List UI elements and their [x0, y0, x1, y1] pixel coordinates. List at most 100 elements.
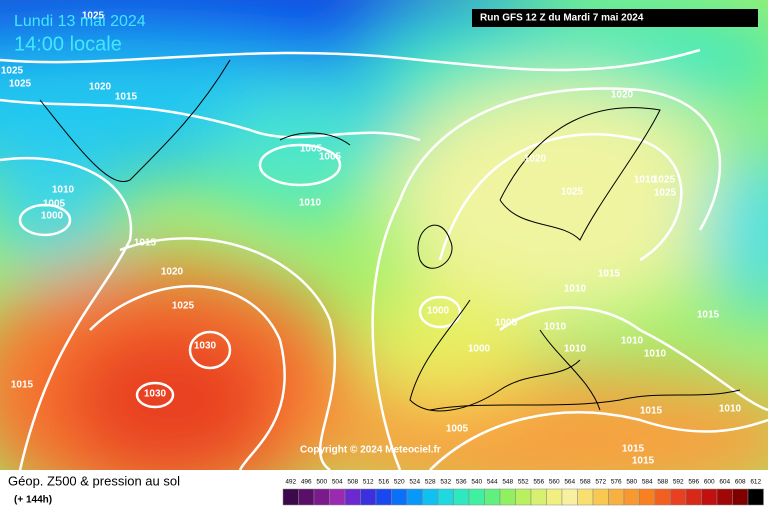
- isobar-label: 1025: [654, 188, 677, 199]
- scale-label: 572: [595, 479, 606, 486]
- scale-label: 528: [425, 479, 436, 486]
- isobar-label: 1015: [115, 92, 138, 103]
- scale-label: 556: [533, 479, 544, 486]
- scale-label: 492: [285, 479, 296, 486]
- isobar-label: 1030: [194, 341, 217, 352]
- isobar-label: 1000: [427, 306, 450, 317]
- legend-title: Géop. Z500 & pression au sol: [8, 473, 180, 488]
- scale-swatch: [623, 488, 640, 506]
- isobar-label: 1025: [653, 175, 676, 186]
- scale-swatch: [685, 488, 702, 506]
- isobar-label: 1010: [564, 284, 587, 295]
- isobar-label: 1005: [319, 152, 342, 163]
- isobar-label: 1005: [300, 144, 323, 155]
- scale-label: 560: [549, 479, 560, 486]
- scale-label: 532: [440, 479, 451, 486]
- scale-swatch: [716, 488, 733, 506]
- isobar-label: 1020: [611, 90, 634, 101]
- scale-label: 568: [580, 479, 591, 486]
- scale-swatch: [406, 488, 423, 506]
- scale-swatch: [577, 488, 594, 506]
- scale-swatch: [530, 488, 547, 506]
- scale-swatch: [639, 488, 656, 506]
- isobar-label: 1015: [632, 456, 655, 467]
- isobar-label: 1025: [9, 79, 32, 90]
- scale-label: 580: [626, 479, 637, 486]
- scale-label: 584: [642, 479, 653, 486]
- scale-label: 540: [471, 479, 482, 486]
- isobar-label: 1020: [524, 154, 547, 165]
- scale-swatch: [747, 488, 764, 506]
- scale-swatch: [546, 488, 563, 506]
- scale-swatch: [437, 488, 454, 506]
- scale-swatch: [484, 488, 501, 506]
- isobar-label: 1025: [1, 66, 24, 77]
- scale-swatch: [561, 488, 578, 506]
- scale-label: 600: [704, 479, 715, 486]
- scale-label: 612: [750, 479, 761, 486]
- isobar-label: 1000: [41, 211, 64, 222]
- scale-label: 552: [518, 479, 529, 486]
- scale-label: 564: [564, 479, 575, 486]
- scale-label: 516: [378, 479, 389, 486]
- scale-swatch: [422, 488, 439, 506]
- run-info: Run GFS 12 Z du Mardi 7 mai 2024: [480, 13, 644, 24]
- scale-label: 536: [456, 479, 467, 486]
- isobar-label: 1010: [719, 404, 742, 415]
- forecast-lead: (+ 144h): [14, 495, 52, 506]
- color-scale: 492 496 500 504 508 512 516 520 524 528 532 536 540 5…: [282, 479, 764, 506]
- valid-time: 14:00 locale: [14, 33, 122, 55]
- scale-swatch: [654, 488, 671, 506]
- scale-swatch: [670, 488, 687, 506]
- scale-label: 520: [394, 479, 405, 486]
- scale-swatch: [298, 488, 315, 506]
- isobar-label: 1015: [640, 406, 663, 417]
- isobar-label: 1030: [144, 389, 167, 400]
- isobar-label: 1025: [561, 187, 584, 198]
- isobar-label: 1000: [468, 344, 491, 355]
- scale-swatch: [468, 488, 485, 506]
- scale-swatch: [608, 488, 625, 506]
- isobar-label: 1015: [598, 269, 621, 280]
- isobars: [0, 48, 768, 470]
- isobar-label: 1010: [299, 198, 322, 209]
- scale-label: 504: [332, 479, 343, 486]
- scale-swatch: [282, 488, 299, 506]
- scale-label: 596: [688, 479, 699, 486]
- isobar-label: 1010: [544, 322, 567, 333]
- scale-swatch: [375, 488, 392, 506]
- isobar-label: 1025: [172, 301, 195, 312]
- scale-label: 508: [347, 479, 358, 486]
- isobar-label: 1025: [82, 11, 105, 22]
- isobar-label: 1015: [134, 238, 157, 249]
- scale-swatch: [313, 488, 330, 506]
- scale-label: 512: [363, 479, 374, 486]
- isobar-label: 1020: [89, 82, 112, 93]
- scale-swatch: [732, 488, 749, 506]
- isobar-label: 1015: [697, 310, 720, 321]
- scale-swatch: [592, 488, 609, 506]
- scale-swatch: [391, 488, 408, 506]
- isobar-label: 1010: [52, 185, 75, 196]
- scale-swatch: [515, 488, 532, 506]
- scale-swatch: [360, 488, 377, 506]
- isobar-label: 1005: [446, 424, 469, 435]
- scale-swatch: [344, 488, 361, 506]
- scale-label: 496: [301, 479, 312, 486]
- isobar-label: 1005: [43, 199, 66, 210]
- isobar-label: 1015: [11, 380, 34, 391]
- scale-label: 524: [409, 479, 420, 486]
- coastlines: [39, 59, 741, 412]
- scale-label: 608: [735, 479, 746, 486]
- scale-label: 604: [719, 479, 730, 486]
- isobar-label: 1010: [564, 344, 587, 355]
- scale-swatch: [453, 488, 470, 506]
- scale-swatch: [701, 488, 718, 506]
- scale-label: 592: [673, 479, 684, 486]
- isobar-label: 1010: [634, 175, 657, 186]
- scale-label: 588: [657, 479, 668, 486]
- copyright: Copyright © 2024 Meteociel.fr: [300, 445, 441, 456]
- isobar-label: 1005: [495, 318, 518, 329]
